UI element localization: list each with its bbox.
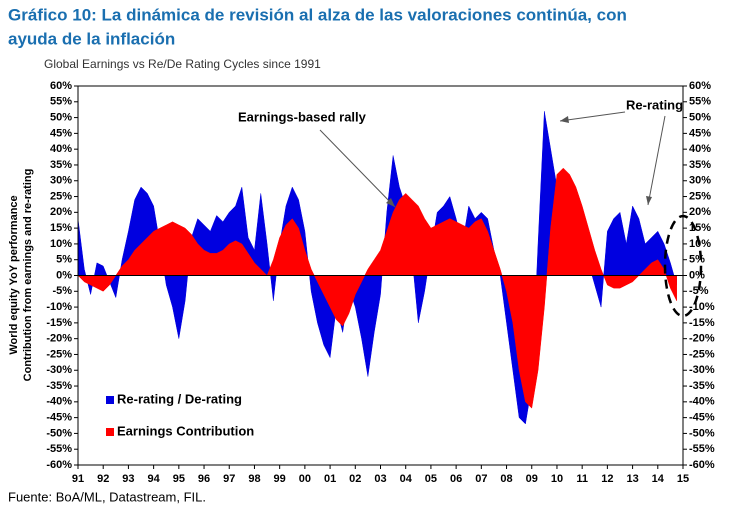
area — [77, 167, 677, 409]
y-tick-label: 60% — [50, 80, 72, 92]
x-tick-label: 13 — [626, 473, 638, 485]
annotation-arrow — [647, 115, 666, 206]
y2-tick-label: -15% — [689, 317, 715, 329]
y-tick-label: 20% — [50, 206, 72, 218]
y2-tick-label: 20% — [689, 206, 711, 218]
y-tick-label: 35% — [50, 159, 72, 171]
y2-tick-label: 55% — [689, 96, 711, 108]
x-tick-label: 98 — [248, 473, 260, 485]
y-tick-label: 15% — [50, 222, 72, 234]
x-tick-label: 03 — [374, 473, 386, 485]
annotations: Earnings-based rally Re-rating Re-rating… — [106, 97, 703, 438]
y2-tick-label: -40% — [689, 396, 715, 408]
y-tick-label: -5% — [52, 285, 72, 297]
y-tick-label: 55% — [50, 96, 72, 108]
y2-tick-label: 25% — [689, 190, 711, 202]
annotation: Earnings-based rally — [238, 109, 367, 124]
highlight-ellipse — [663, 214, 703, 318]
annotation-arrow — [559, 111, 626, 122]
x-tick-label: 91 — [72, 473, 84, 485]
y2-tick-label: 45% — [689, 127, 711, 139]
legend-swatch — [106, 428, 114, 436]
y-tick-label: 40% — [50, 143, 72, 155]
y-tick-label: 45% — [50, 127, 72, 139]
x-tick-label: 93 — [122, 473, 134, 485]
y2-tick-label: -25% — [689, 348, 715, 360]
x-tick-label: 09 — [526, 473, 538, 485]
chart-subtitle: Global Earnings vs Re/De Rating Cycles s… — [44, 57, 321, 71]
y2-tick-label: -35% — [689, 380, 715, 392]
x-tick-label: 94 — [148, 473, 161, 485]
arrow-head — [386, 198, 395, 207]
y-tick-label: -40% — [46, 396, 72, 408]
y2-tick-label: 50% — [689, 111, 711, 123]
arrow-head — [646, 196, 652, 205]
x-tick-label: 92 — [97, 473, 109, 485]
arrow-head — [560, 116, 569, 123]
y-axis-label: Contribution from earnings and re-rating — [22, 169, 34, 382]
y-tick-label: -55% — [46, 443, 72, 455]
x-tick-label: 08 — [500, 473, 512, 485]
annotation: Re-rating — [626, 97, 683, 112]
y2-tick-label: -55% — [689, 443, 715, 455]
x-tick-label: 12 — [601, 473, 613, 485]
x-tick-label: 10 — [551, 473, 563, 485]
y2-tick-label: -5% — [689, 285, 709, 297]
x-tick-label: 07 — [475, 473, 487, 485]
y-tick-label: 50% — [50, 111, 72, 123]
x-tick-label: 15 — [677, 473, 689, 485]
y-tick-label: -50% — [46, 427, 72, 439]
plot-area: -60% -55% -50% -45% -40% -35% -30% -25% -20% -15%… — [46, 80, 715, 485]
x-tick-label: 06 — [450, 473, 462, 485]
y2-tick-label: 30% — [689, 175, 711, 187]
y2-tick-label: -20% — [689, 333, 715, 345]
y-tick-label: -30% — [46, 364, 72, 376]
y-tick-label: -25% — [46, 348, 72, 360]
x-tick-label: 04 — [400, 473, 413, 485]
y2-tick-label: -60% — [689, 459, 715, 471]
y-tick-label: 10% — [50, 238, 72, 250]
y-tick-label: 30% — [50, 175, 72, 187]
x-tick-label: 14 — [652, 473, 665, 485]
y2-tick-label: 60% — [689, 80, 711, 92]
x-tick-label: 02 — [349, 473, 361, 485]
x-tick-label: 11 — [576, 473, 588, 485]
chart-title: ayuda de la inflación — [8, 29, 175, 48]
source: Fuente: BoA/ML, Datastream, FIL. — [8, 489, 206, 504]
y-tick-label: -60% — [46, 459, 72, 471]
y-tick-label: 25% — [50, 190, 72, 202]
y2-tick-label: -45% — [689, 412, 715, 424]
chart-title: Gráfico 10: La dinámica de revisión al a… — [8, 5, 627, 24]
x-tick-label: 01 — [324, 473, 336, 485]
y2-tick-label: 5% — [689, 254, 705, 266]
y-tick-label: 5% — [56, 254, 72, 266]
y-tick-label: -20% — [46, 333, 72, 345]
x-tick-label: 05 — [425, 473, 437, 485]
annotation-arrow — [319, 129, 396, 208]
y-axis-label: World equity YoY performance — [8, 195, 20, 354]
y2-tick-label: -10% — [689, 301, 715, 313]
y2-tick-label: 35% — [689, 159, 711, 171]
x-tick-label: 96 — [198, 473, 210, 485]
y2-tick-label: -30% — [689, 364, 715, 376]
legend-label: Earnings Contribution — [117, 423, 254, 438]
y-tick-label: 0% — [56, 269, 72, 281]
x-tick-label: 97 — [223, 473, 235, 485]
x-tick-label: 99 — [274, 473, 286, 485]
y2-tick-label: -50% — [689, 427, 715, 439]
x-tick-label: 00 — [299, 473, 311, 485]
legend-label: Re-rating / De-rating — [117, 391, 242, 406]
y-tick-label: -35% — [46, 380, 72, 392]
y-tick-label: -15% — [46, 317, 72, 329]
x-tick-label: 95 — [173, 473, 185, 485]
y-tick-label: -45% — [46, 412, 72, 424]
y2-tick-label: 0% — [689, 269, 705, 281]
y-tick-label: -10% — [46, 301, 72, 313]
y2-tick-label: 40% — [689, 143, 711, 155]
legend-swatch — [106, 396, 114, 404]
